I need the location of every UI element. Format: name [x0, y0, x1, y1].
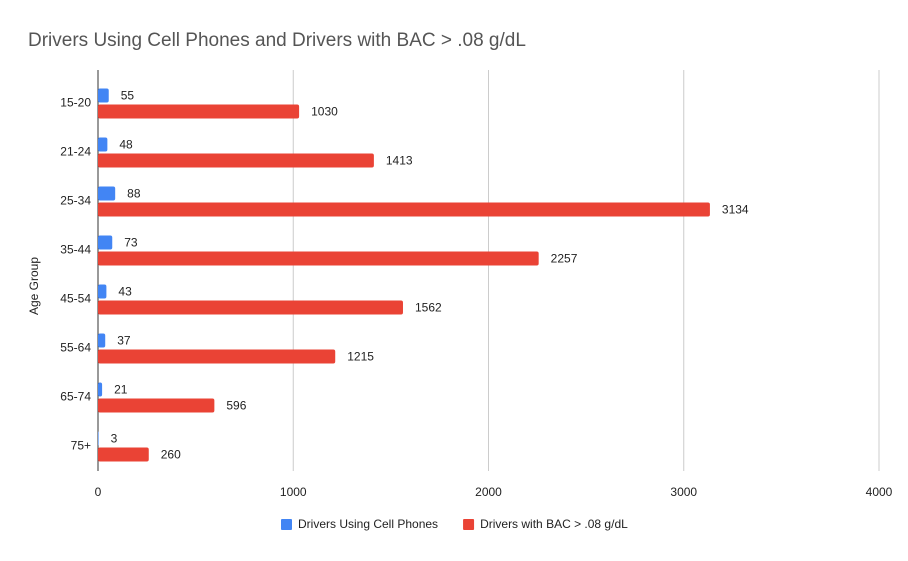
x-tick-label: 2000 [475, 485, 502, 499]
data-label: 1215 [347, 350, 374, 364]
y-tick-label: 25-34 [60, 194, 91, 208]
y-tick-label: 35-44 [60, 243, 91, 257]
x-tick-label: 0 [95, 485, 102, 499]
y-tick-label: 15-20 [60, 96, 91, 110]
bar [98, 104, 300, 119]
bar [98, 235, 113, 250]
bar [98, 431, 99, 446]
data-label: 88 [127, 187, 141, 201]
bar [98, 382, 103, 397]
data-label: 260 [161, 448, 181, 462]
x-tick-label: 4000 [866, 485, 893, 499]
y-tick-label: 75+ [71, 439, 91, 453]
data-label: 1030 [311, 105, 338, 119]
data-label: 55 [121, 89, 135, 103]
data-label: 48 [119, 138, 133, 152]
y-tick-label: 65-74 [60, 390, 91, 404]
bar [98, 349, 336, 364]
bar [98, 186, 116, 201]
data-label: 1413 [386, 154, 413, 168]
data-label: 3 [111, 432, 118, 446]
bar [98, 300, 403, 315]
chart-title: Drivers Using Cell Phones and Drivers wi… [28, 30, 526, 51]
y-tick-label: 21-24 [60, 145, 91, 159]
legend-label: Drivers with BAC > .08 g/dL [480, 517, 628, 531]
y-tick-label: 55-64 [60, 341, 91, 355]
bar [98, 202, 710, 217]
data-label: 37 [117, 334, 131, 348]
bar [98, 88, 109, 103]
data-label: 2257 [551, 252, 578, 266]
bar [98, 153, 374, 168]
data-label: 596 [226, 399, 246, 413]
bar [98, 398, 215, 413]
legend-swatch [281, 519, 292, 530]
legend-swatch [463, 519, 475, 530]
y-tick-label: 45-54 [60, 292, 91, 306]
bar [98, 447, 149, 462]
data-label: 43 [118, 285, 132, 299]
data-label: 1562 [415, 301, 442, 315]
data-label: 73 [124, 236, 138, 250]
bar [98, 251, 539, 266]
bar [98, 333, 106, 348]
data-label: 3134 [722, 203, 749, 217]
bar [98, 137, 108, 152]
x-tick-label: 1000 [280, 485, 307, 499]
x-tick-label: 3000 [670, 485, 697, 499]
legend-label: Drivers Using Cell Phones [298, 517, 438, 531]
data-label: 21 [114, 383, 128, 397]
y-axis-label: Age Group [27, 257, 41, 315]
bar [98, 284, 107, 299]
